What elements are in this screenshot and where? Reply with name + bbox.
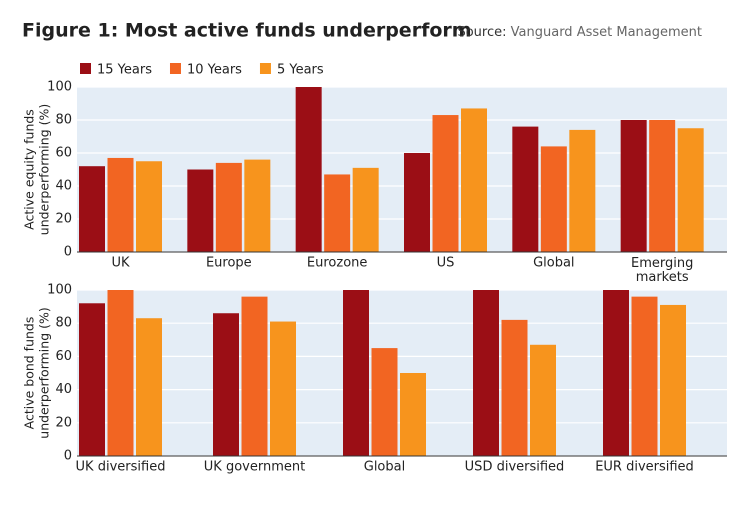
- y-tick-label: 0: [64, 245, 72, 260]
- bar: [244, 159, 271, 252]
- bar: [324, 174, 351, 252]
- y-tick-label: 80: [55, 316, 72, 331]
- x-tick-label: UK: [111, 256, 130, 271]
- bar: [530, 344, 556, 456]
- y-axis-label: Active bond funds underperforming (%): [22, 307, 52, 438]
- x-tick-label: Global: [364, 460, 405, 475]
- legend-swatch: [169, 63, 181, 74]
- y-axis-label-line: Active equity funds: [22, 109, 37, 230]
- x-tick-label: Eurozone: [307, 256, 367, 271]
- x-tick-label: Europe: [206, 256, 252, 271]
- y-tick-label: 100: [47, 80, 72, 95]
- x-tick-label: USD diversified: [465, 460, 565, 475]
- bar: [270, 321, 296, 456]
- y-axis-label-line: Active bond funds: [22, 317, 37, 430]
- bar: [352, 167, 379, 252]
- bar: [473, 290, 499, 456]
- y-axis-label: Active equity funds underperforming (%): [22, 104, 52, 235]
- bar: [649, 120, 676, 252]
- bar: [404, 153, 430, 252]
- bar: [136, 161, 162, 252]
- bar: [295, 87, 322, 252]
- bar: [241, 296, 268, 456]
- bar: [569, 129, 596, 252]
- bar: [400, 373, 426, 456]
- bar: [660, 304, 686, 456]
- x-tick-label: UK government: [204, 460, 305, 475]
- x-tick-label: UK diversified: [76, 460, 166, 475]
- legend-label: 5 Years: [277, 63, 324, 78]
- bar: [603, 290, 629, 456]
- y-tick-label: 80: [55, 113, 72, 128]
- x-tick-label: US: [437, 256, 455, 271]
- y-tick-label: 60: [55, 146, 72, 161]
- source-label: Source:: [457, 25, 506, 40]
- bar: [512, 126, 539, 252]
- plot-background: [77, 87, 727, 252]
- bar: [620, 120, 647, 252]
- x-tick-label: Global: [533, 256, 574, 271]
- bar: [107, 157, 134, 252]
- y-tick-label: 40: [55, 382, 72, 397]
- y-tick-label: 40: [55, 179, 72, 194]
- bar: [540, 146, 567, 252]
- figure-title: Figure 1: Most active funds underperform: [22, 20, 472, 42]
- y-tick-label: 0: [64, 449, 72, 464]
- bar: [215, 162, 242, 252]
- bar: [343, 290, 369, 456]
- bar: [371, 348, 398, 456]
- bar: [79, 303, 105, 456]
- bar: [432, 115, 459, 252]
- bar: [501, 319, 528, 456]
- bar: [213, 313, 239, 456]
- y-tick-label: 20: [55, 415, 72, 430]
- y-tick-label: 100: [47, 283, 72, 298]
- legend-label: 10 Years: [187, 63, 242, 78]
- bar: [79, 166, 105, 252]
- source: Source: Vanguard Asset Management: [457, 25, 702, 40]
- legend-label: 15 Years: [97, 63, 152, 78]
- x-tick-label: Emerging markets: [631, 256, 693, 285]
- x-tick-label: EUR diversified: [595, 460, 694, 475]
- y-tick-label: 60: [55, 349, 72, 364]
- bar: [136, 318, 162, 456]
- bar: [107, 290, 134, 456]
- bar: [631, 296, 658, 456]
- source-text: Vanguard Asset Management: [511, 25, 702, 40]
- legend-swatch: [80, 63, 91, 74]
- bar: [187, 169, 214, 252]
- y-axis-label-line: underperforming (%): [37, 104, 52, 235]
- bar: [677, 128, 704, 252]
- legend-swatch: [259, 63, 271, 74]
- bar: [461, 108, 487, 252]
- y-axis-label-line: underperforming (%): [37, 307, 52, 438]
- y-tick-label: 20: [55, 212, 72, 227]
